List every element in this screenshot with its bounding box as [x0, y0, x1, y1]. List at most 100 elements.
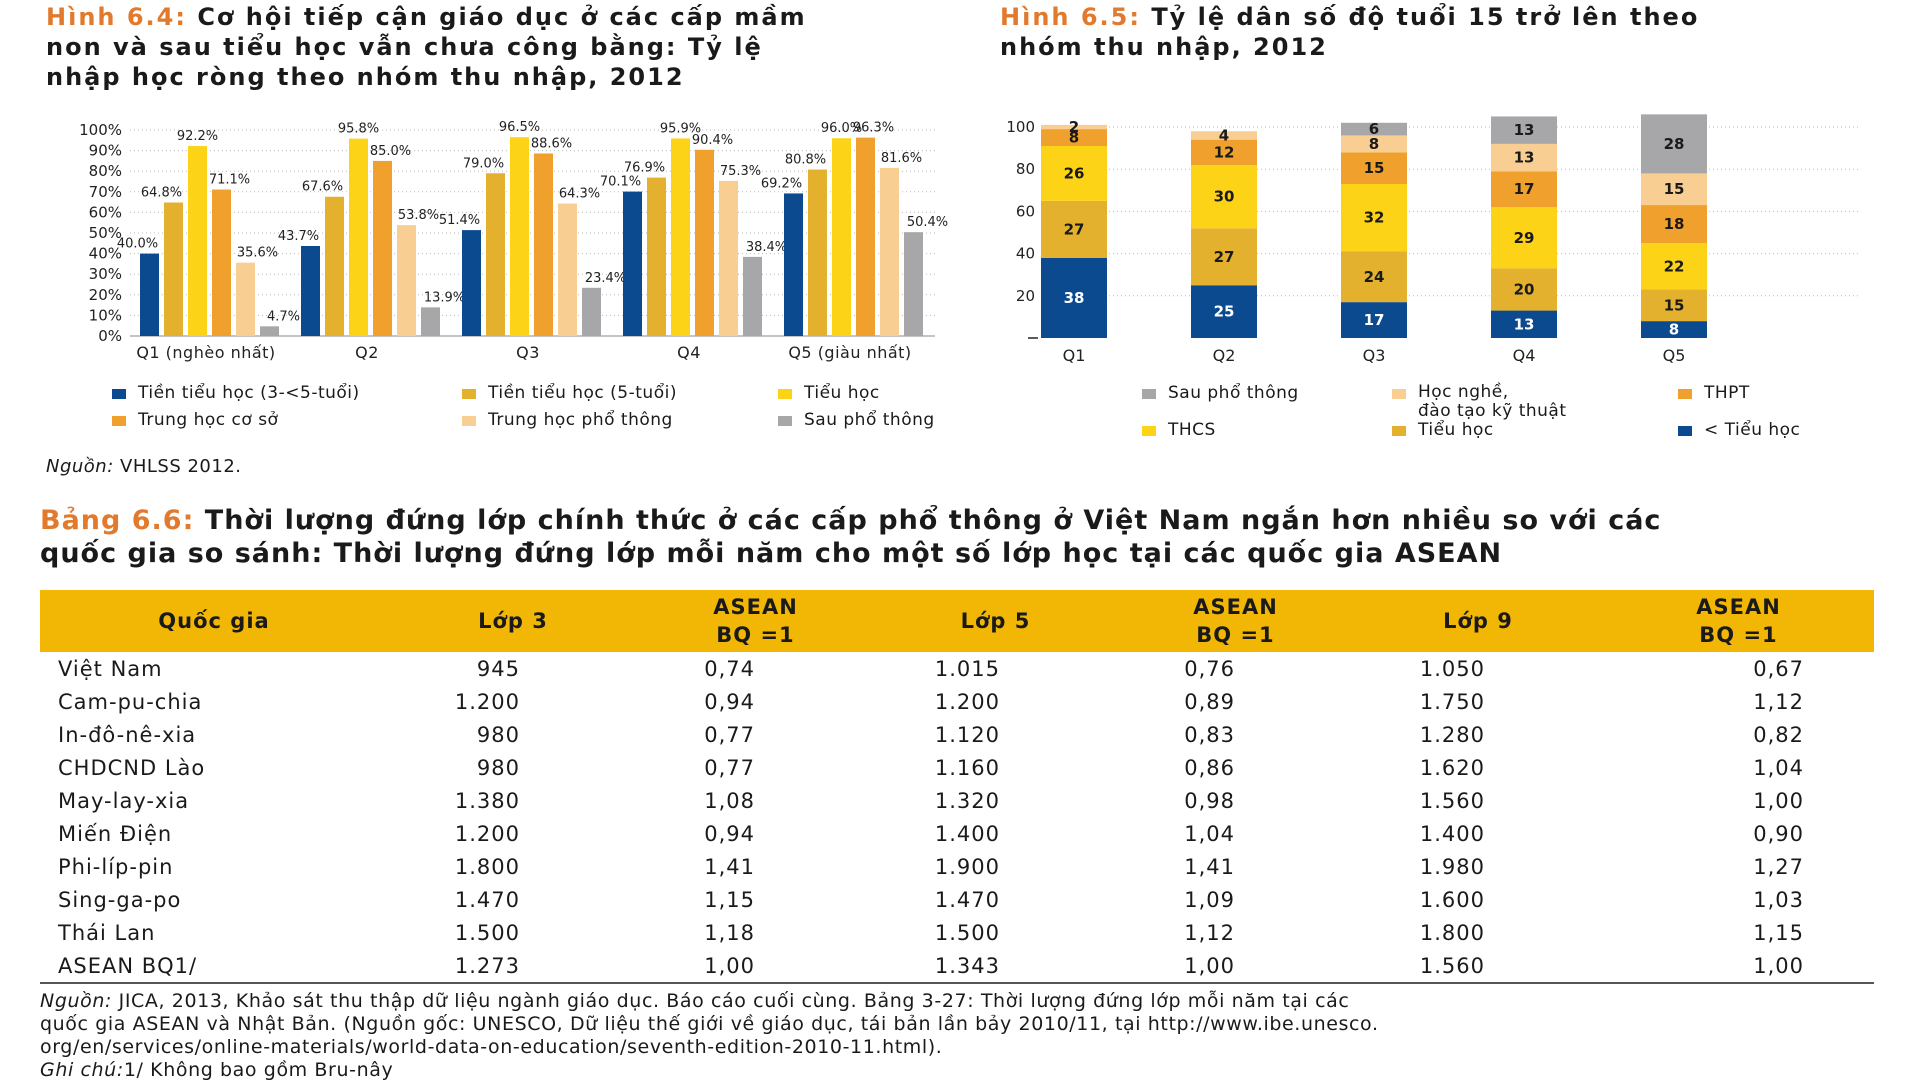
table-cell-country: ASEAN BQ1/	[40, 949, 388, 984]
y-tick-label: 60%	[89, 203, 122, 221]
col-header-country: Quốc gia	[158, 609, 270, 633]
table66-title: Bảng 6.6: Thời lượng đứng lớp chính thức…	[40, 504, 1900, 570]
stacked-segment	[1191, 228, 1257, 286]
table-cell: 1.470	[454, 887, 520, 912]
bar	[325, 196, 344, 336]
legend-label-line1: Học nghề,	[1418, 382, 1509, 402]
bar	[832, 138, 851, 336]
legend-label: Sau phổ thông	[804, 410, 935, 430]
fig65-legend-item: Học nghề, đào tạo kỹ thuật	[1392, 383, 1567, 421]
fig65-legend-item: Tiểu học	[1392, 420, 1494, 440]
segment-value-label: 15	[1664, 180, 1685, 198]
segment-value-label: 17	[1514, 180, 1535, 198]
table-cell: 0,82	[1753, 722, 1804, 747]
fig-source: Nguồn: VHLSS 2012.	[46, 456, 242, 477]
segment-value-label: 8	[1069, 129, 1079, 147]
stacked-segment	[1191, 164, 1257, 229]
table-row: Miến Điện 1.200 0,94 1.400 1,04 1.400 0,90	[40, 817, 1874, 850]
bar-value-label: 95.8%	[338, 122, 379, 137]
table-cell: 1.560	[1353, 949, 1603, 984]
table-cell: 0,77	[704, 755, 755, 780]
y-tick-label: 10%	[89, 306, 122, 324]
segment-value-label: 24	[1364, 268, 1385, 286]
table-cell: 1,03	[1753, 887, 1804, 912]
legend-swatch	[1392, 426, 1406, 436]
bar	[784, 193, 803, 336]
bar-value-label: 76.9%	[624, 161, 665, 176]
segment-value-label: 32	[1364, 209, 1385, 227]
legend-swatch	[1678, 389, 1692, 399]
bar	[349, 138, 368, 336]
legend-swatch	[462, 389, 476, 399]
table-cell: 1.500	[934, 920, 1000, 945]
col-header-line1: ASEAN	[1696, 595, 1781, 619]
x-tick-label: Q3	[516, 343, 540, 362]
bar-value-label: 23.4%	[585, 271, 626, 286]
segment-value-label: 28	[1664, 135, 1685, 153]
segment-value-label: 13	[1514, 315, 1535, 333]
table-cell: 1,41	[704, 854, 755, 879]
bar-value-label: 80.8%	[785, 153, 826, 168]
table66-title-line2: quốc gia so sánh: Thời lượng đứng lớp mỗ…	[40, 538, 1503, 569]
table-cell: 0,86	[1184, 755, 1235, 780]
stacked-segment	[1041, 200, 1107, 258]
fig65-legend-item: < Tiểu học	[1678, 420, 1800, 440]
bar	[623, 191, 642, 336]
x-tick-label: Q1 (nghèo nhất)	[136, 343, 275, 362]
bar	[904, 232, 923, 336]
bar	[534, 153, 553, 336]
table66-note-label: Ghi chú:	[40, 1059, 124, 1081]
stacked-segment	[1491, 310, 1557, 338]
table-cell: 1.280	[1419, 722, 1485, 747]
table-cell: 1.600	[1419, 887, 1485, 912]
segment-value-label: 12	[1214, 143, 1235, 161]
table-cell: 0,76	[1184, 656, 1235, 681]
bar-value-label: 95.9%	[660, 121, 701, 136]
table-cell: 1.400	[1419, 821, 1485, 846]
stacked-segment	[1641, 173, 1707, 206]
table-cell: 0,89	[1184, 689, 1235, 714]
table-cell: 1.560	[1419, 788, 1485, 813]
segment-value-label: 2	[1069, 118, 1079, 136]
y-tick-label: 100%	[79, 121, 122, 139]
bar-value-label: 64.3%	[559, 187, 600, 202]
legend-swatch	[112, 389, 126, 399]
bar	[743, 256, 762, 336]
stacked-segment	[1191, 131, 1257, 140]
bar-value-label: 35.6%	[237, 246, 278, 261]
table-cell: 1.343	[873, 949, 1118, 984]
table-row: Việt Nam 945 0,74 1.015 0,76 1.050 0,67	[40, 652, 1874, 685]
fig65-legend-item: Sau phổ thông	[1142, 383, 1299, 403]
bar-value-label: 38.4%	[746, 240, 787, 255]
stacked-segment	[1491, 143, 1557, 172]
fig65-label: Hình 6.5:	[1000, 3, 1141, 31]
table-cell-country: CHDCND Lào	[58, 755, 206, 780]
y-tick-label: 20%	[89, 286, 122, 304]
fig64-legend-item: Trung học cơ sở	[112, 410, 278, 430]
y-tick-label: 0%	[98, 327, 122, 345]
y-tick-label: 60	[1016, 202, 1035, 220]
bar-value-label: 64.8%	[141, 186, 182, 201]
segment-value-label: 29	[1514, 229, 1535, 247]
table-cell: 1.160	[934, 755, 1000, 780]
bar	[582, 287, 601, 336]
x-tick-label: Q2	[1213, 346, 1236, 365]
fig65-legend-item: THCS	[1142, 420, 1216, 440]
table-cell: 0,98	[1184, 788, 1235, 813]
legend-label: Tiền tiểu học (5-tuổi)	[488, 383, 677, 403]
col-header-grade5: Lớp 5	[960, 609, 1031, 633]
stacked-segment	[1041, 145, 1107, 201]
segment-value-label: 20	[1514, 280, 1535, 298]
fig64-title: Hình 6.4: Cơ hội tiếp cận giáo dục ở các…	[46, 2, 966, 92]
bar-value-label: 50.4%	[907, 215, 948, 230]
col-header-line1: ASEAN	[1193, 595, 1278, 619]
stacked-segment	[1341, 152, 1407, 184]
bar	[188, 146, 207, 336]
stacked-segment	[1341, 122, 1407, 136]
segment-value-label: 8	[1669, 321, 1679, 339]
table66-label: Bảng 6.6:	[40, 505, 195, 536]
table-cell: 1.980	[1419, 854, 1485, 879]
table-row: Thái Lan 1.500 1,18 1.500 1,12 1.800 1,15	[40, 916, 1874, 949]
legend-swatch	[778, 389, 792, 399]
legend-label: THCS	[1168, 420, 1216, 440]
